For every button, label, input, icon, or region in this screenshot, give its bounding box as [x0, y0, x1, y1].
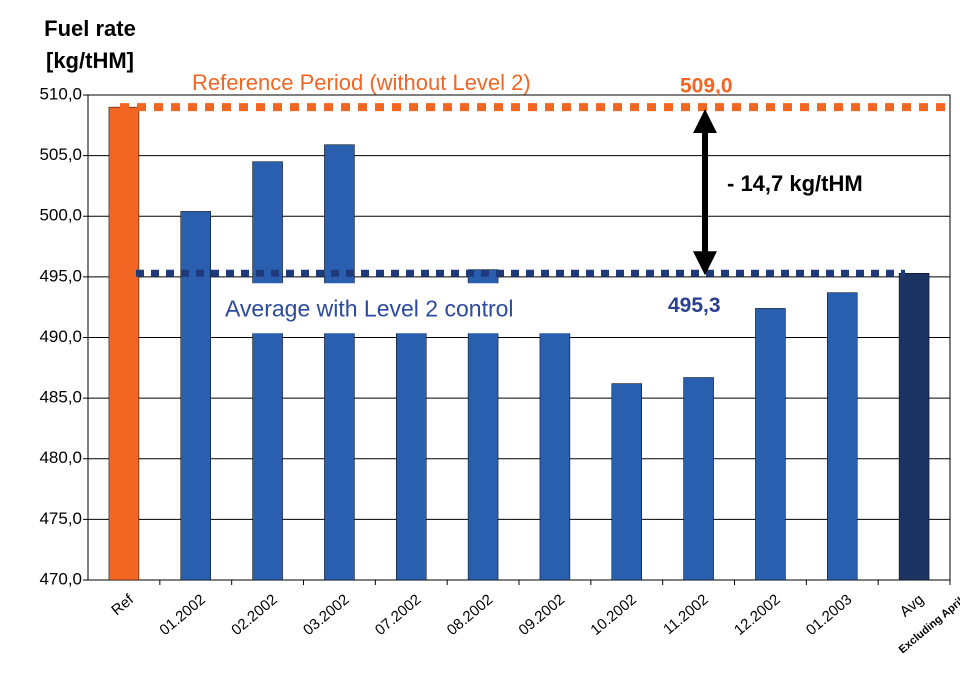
x-tick-label: 01.2002 [156, 591, 208, 639]
x-tick-label: 12.2002 [731, 591, 783, 639]
x-tick-label: 03.2002 [300, 591, 352, 639]
difference-label: - 14,7 kg/tHM [727, 171, 863, 196]
x-tick-label: 07.2002 [372, 591, 424, 639]
reference-text: Average with Level 2 control [225, 295, 514, 321]
bar [252, 161, 283, 581]
bar [827, 292, 858, 581]
bar [611, 383, 642, 581]
bar [898, 272, 930, 581]
x-tick-label: 09.2002 [516, 591, 568, 639]
bar [108, 106, 140, 581]
y-tick-label: 470,0 [39, 569, 82, 588]
y-tick-label: 480,0 [39, 448, 82, 467]
y-tick-label: 500,0 [39, 206, 82, 225]
x-tick-label: 02.2002 [228, 591, 280, 639]
y-tick-label: 475,0 [39, 509, 82, 528]
reference-text: Reference Period (without Level 2) [192, 70, 531, 95]
bar [396, 288, 427, 581]
y-tick-label: 485,0 [39, 388, 82, 407]
y-tick-label: 490,0 [39, 327, 82, 346]
y-tick-label: 495,0 [39, 266, 82, 285]
x-tick-label: Avg [897, 591, 928, 620]
label-box [215, 283, 610, 334]
reference-label: 495,3 [668, 294, 721, 317]
bar [180, 211, 211, 581]
bar [539, 313, 571, 581]
chart-title: [kg/tHM] [46, 48, 134, 73]
y-tick-label: 510,0 [39, 84, 82, 103]
x-tick-label: 08.2002 [444, 591, 496, 639]
reference-label: 509,0 [680, 75, 733, 98]
bar [683, 377, 714, 581]
x-tick-label: 11.2002 [660, 591, 712, 638]
bar [755, 308, 786, 581]
x-tick-label: Ref [108, 591, 137, 620]
chart-title: Fuel rate [44, 16, 136, 41]
y-tick-label: 505,0 [39, 145, 82, 164]
x-tick-label: 01.2003 [803, 591, 855, 639]
bar [324, 144, 355, 581]
x-tick-label: 10.2002 [587, 591, 639, 639]
